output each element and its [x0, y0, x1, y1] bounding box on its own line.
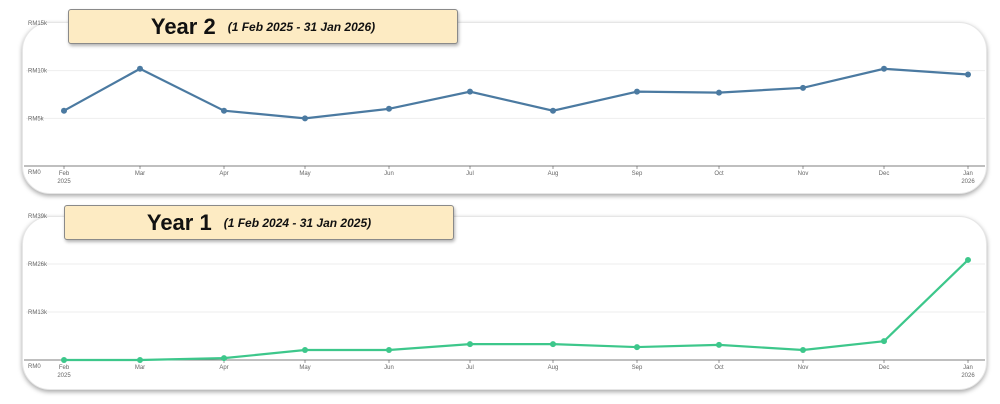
- year1-xtick-label: Jun: [384, 365, 394, 371]
- year1-chart-card: [22, 216, 987, 390]
- year1-data-point: [881, 338, 887, 345]
- year2-data-point: [386, 105, 392, 112]
- year2-subtitle: (1 Feb 2025 - 31 Jan 2026): [227, 19, 376, 34]
- year2-data-point: [634, 88, 640, 95]
- year1-data-point: [800, 347, 806, 354]
- year1-ytick-label: RM0: [28, 364, 41, 370]
- year1-data-point: [467, 341, 473, 348]
- year2-title: Year 2: [150, 13, 216, 39]
- year2-xtick-label: Apr: [219, 171, 228, 177]
- year2-ytick-label: RM10k: [28, 69, 48, 75]
- year2-xtick-label: Feb: [59, 171, 70, 177]
- year1-data-point: [61, 357, 67, 363]
- year1-xtick-sublabel: 2025: [57, 373, 71, 379]
- year2-title-box: Year 2 (1 Feb 2025 - 31 Jan 2026): [68, 9, 458, 44]
- year2-data-point: [137, 65, 143, 72]
- year2-data-point: [221, 107, 227, 114]
- year1-xtick-label: Sep: [632, 365, 643, 371]
- year1-xtick-label: Aug: [548, 365, 559, 371]
- year1-data-point: [550, 341, 556, 348]
- year1-data-point: [634, 344, 640, 351]
- year2-ytick-label: RM15k: [28, 21, 48, 27]
- year1-xtick-label: May: [299, 365, 310, 371]
- year2-data-point: [716, 89, 722, 96]
- year1-subtitle: (1 Feb 2024 - 31 Jan 2025): [223, 215, 372, 230]
- year2-xtick-label: Jun: [384, 171, 394, 177]
- year1-data-point: [965, 256, 971, 263]
- year1-xtick-label: Jan: [963, 365, 973, 371]
- year2-data-point: [800, 84, 806, 91]
- year2-xtick-label: Jul: [466, 171, 474, 177]
- year1-title: Year 1: [146, 209, 212, 235]
- year2-data-point: [965, 71, 971, 78]
- year1-xtick-label: Apr: [219, 365, 228, 371]
- year2-data-point: [302, 115, 308, 122]
- year1-data-point: [386, 347, 392, 354]
- year1-ytick-label: RM26k: [28, 262, 48, 268]
- year1-xtick-label: Oct: [714, 365, 724, 371]
- year2-xtick-label: Sep: [632, 171, 643, 177]
- year1-data-point: [302, 347, 308, 354]
- year1-xtick-label: Dec: [879, 365, 890, 371]
- year2-data-point: [550, 107, 556, 114]
- year2-xtick-sublabel: 2025: [57, 179, 71, 185]
- year2-data-point: [61, 107, 67, 114]
- year1-xtick-sublabel: 2026: [961, 373, 975, 379]
- year1-data-point: [221, 355, 227, 362]
- year2-data-point: [881, 65, 887, 72]
- year2-xtick-label: Aug: [548, 171, 559, 177]
- year1-xtick-label: Jul: [466, 365, 474, 371]
- year2-series-line: [63, 67, 969, 120]
- year2-xtick-label: Nov: [798, 171, 809, 177]
- year1-data-point: [137, 357, 143, 363]
- year1-xtick-label: Nov: [798, 365, 809, 371]
- year2-xtick-label: Jan: [963, 171, 973, 177]
- year1-ytick-label: RM39k: [28, 214, 48, 220]
- year1-xtick-label: Mar: [135, 365, 145, 371]
- year1-series-line: [64, 259, 969, 362]
- year2-ytick-label: RM5k: [28, 116, 45, 122]
- year1-ytick-label: RM13k: [28, 310, 48, 316]
- year2-data-point: [467, 88, 473, 95]
- year2-xtick-label: Mar: [135, 171, 145, 177]
- year2-ytick-label: RM0: [28, 170, 41, 176]
- year2-xtick-label: Dec: [879, 171, 890, 177]
- year2-xtick-label: May: [299, 171, 310, 177]
- year1-data-point: [716, 341, 722, 348]
- year2-chart-card: [22, 22, 987, 194]
- year1-xtick-label: Feb: [59, 365, 70, 371]
- year1-title-box: Year 1 (1 Feb 2024 - 31 Jan 2025): [64, 205, 454, 240]
- year2-xtick-label: Oct: [714, 171, 724, 177]
- year2-xtick-sublabel: 2026: [961, 179, 975, 185]
